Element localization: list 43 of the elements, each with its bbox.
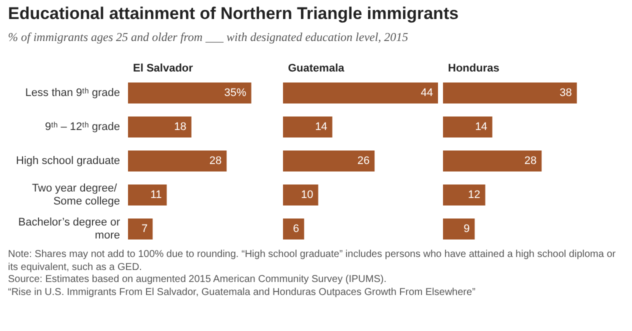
bar: [283, 150, 375, 172]
bar: [283, 184, 318, 206]
bar: [128, 150, 227, 172]
bar: [443, 82, 577, 104]
data-label: 11: [150, 189, 162, 201]
data-label: 14: [315, 121, 328, 133]
bar: [128, 218, 153, 240]
data-label: 14: [475, 121, 488, 133]
y-tick-label: High school graduate: [16, 155, 120, 167]
text: % of immigrants ages 25 and older from ___ with designated education level, 2015: [8, 30, 408, 45]
data-label: 28: [209, 155, 222, 167]
data-label: 9: [464, 223, 470, 235]
data-label: 12: [468, 189, 480, 201]
bar: [128, 82, 252, 104]
bar: [283, 218, 304, 240]
text: Note: Shares may not add to 100% due to rounding. “High school graduate” includes persons who have attained a high school diploma or its equivalent, such as a GED.: [8, 249, 617, 274]
y-tick-label: Bachelor’s degree or more: [18, 216, 120, 242]
bar: [128, 116, 192, 138]
text: Educational attainment of Northern Triangle immigrants: [8, 4, 459, 24]
bar: [443, 150, 542, 172]
data-label: 38: [560, 87, 572, 99]
data-label: 7: [142, 223, 148, 235]
data-label: 44: [420, 87, 433, 99]
data-label: 18: [174, 121, 186, 133]
data-label: 28: [524, 155, 537, 167]
bar: [443, 116, 492, 138]
source-note: Source: Estimates based on augmented 2015 American Community Survey (IPUMS).: [8, 274, 388, 286]
data-label: 6: [293, 223, 300, 235]
data-label: 10: [300, 189, 314, 201]
bar: [283, 82, 438, 104]
chart-title: Guatemala: [288, 62, 346, 74]
bar: [128, 184, 167, 206]
bar: [283, 116, 332, 138]
text: “Rise in U.S. Immigrants From El Salvador, Guatemala and Honduras Outpaces Growth From Elsewhere”: [8, 286, 476, 299]
bar: [443, 184, 486, 206]
y-tick-label: 9ᵗʰ – 12ᵗʰ grade: [44, 121, 120, 133]
y-tick-label: Two year degree/ Some college: [32, 182, 120, 208]
data-label: 35%: [224, 87, 246, 99]
chart-title: Honduras: [448, 62, 500, 74]
y-tick-label: Less than 9ᵗʰ grade: [25, 87, 120, 99]
bar: [443, 218, 475, 240]
chart-title: El Salvador: [133, 62, 194, 74]
data-label: 26: [357, 155, 370, 167]
